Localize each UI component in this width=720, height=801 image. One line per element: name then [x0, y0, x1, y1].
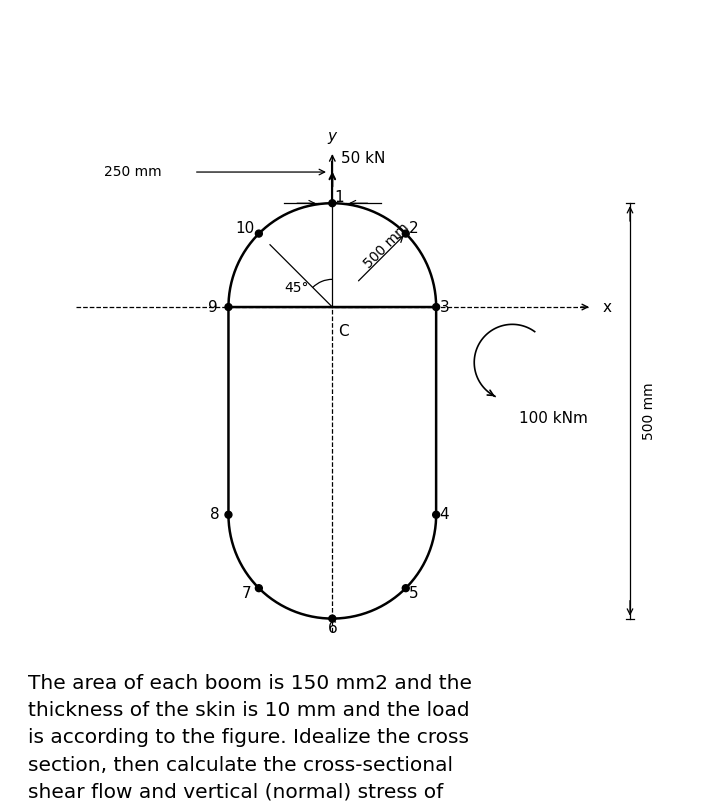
Text: 100 kNm: 100 kNm	[519, 411, 588, 426]
Text: y: y	[328, 129, 337, 144]
Text: 10: 10	[235, 220, 255, 235]
Circle shape	[256, 230, 262, 237]
Text: 250 mm: 250 mm	[104, 165, 161, 179]
Text: x: x	[603, 300, 611, 315]
Circle shape	[402, 230, 409, 237]
Text: 500 mm: 500 mm	[361, 221, 412, 272]
Circle shape	[402, 585, 409, 592]
Circle shape	[433, 511, 440, 518]
Text: 3: 3	[440, 300, 449, 315]
Text: The area of each boom is 150 mm2 and the
thickness of the skin is 10 mm and the : The area of each boom is 150 mm2 and the…	[27, 674, 472, 801]
Circle shape	[433, 304, 440, 311]
Text: 50 kN: 50 kN	[341, 151, 385, 166]
Circle shape	[225, 304, 232, 311]
Text: 8: 8	[210, 507, 220, 522]
Text: 45°: 45°	[284, 280, 309, 295]
Text: 2: 2	[409, 220, 419, 235]
Text: 6: 6	[328, 621, 337, 636]
Text: 7: 7	[242, 586, 251, 602]
Text: 4: 4	[440, 507, 449, 522]
Circle shape	[329, 199, 336, 207]
Text: 1: 1	[334, 190, 344, 205]
Circle shape	[329, 615, 336, 622]
Text: 9: 9	[208, 300, 218, 315]
Circle shape	[256, 585, 262, 592]
Text: 500 mm: 500 mm	[642, 382, 657, 440]
Text: 5: 5	[409, 586, 419, 602]
Circle shape	[225, 511, 232, 518]
Text: C: C	[338, 324, 348, 340]
